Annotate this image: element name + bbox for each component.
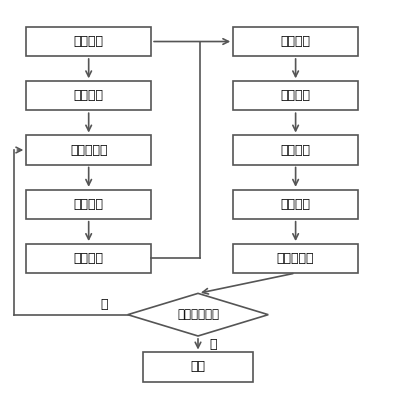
Bar <box>233 136 358 165</box>
Text: 倒位操作: 倒位操作 <box>281 143 310 156</box>
Bar <box>26 190 151 219</box>
Polygon shape <box>128 293 268 336</box>
Text: 免疫选择: 免疫选择 <box>74 252 104 265</box>
Text: 编码操作: 编码操作 <box>74 35 104 48</box>
Text: 否: 否 <box>101 299 108 312</box>
Bar <box>233 27 358 56</box>
Text: 计算浓度: 计算浓度 <box>74 198 104 211</box>
Text: 结束: 结束 <box>190 360 206 373</box>
Text: 变异操作: 变异操作 <box>281 89 310 102</box>
Text: 是: 是 <box>210 338 217 351</box>
Bar <box>26 136 151 165</box>
Text: 是否满足要求: 是否满足要求 <box>177 308 219 321</box>
Text: 新一代个体: 新一代个体 <box>277 252 314 265</box>
Bar <box>143 353 253 382</box>
Text: 交叉操作: 交叉操作 <box>281 35 310 48</box>
Text: 注射疫苗: 注射疫苗 <box>74 89 104 102</box>
Bar <box>233 244 358 273</box>
Bar <box>26 27 151 56</box>
Text: 添加操作: 添加操作 <box>281 198 310 211</box>
Bar <box>26 81 151 110</box>
Text: 计算亲和度: 计算亲和度 <box>70 143 107 156</box>
Bar <box>26 244 151 273</box>
Bar <box>233 190 358 219</box>
Bar <box>233 81 358 110</box>
